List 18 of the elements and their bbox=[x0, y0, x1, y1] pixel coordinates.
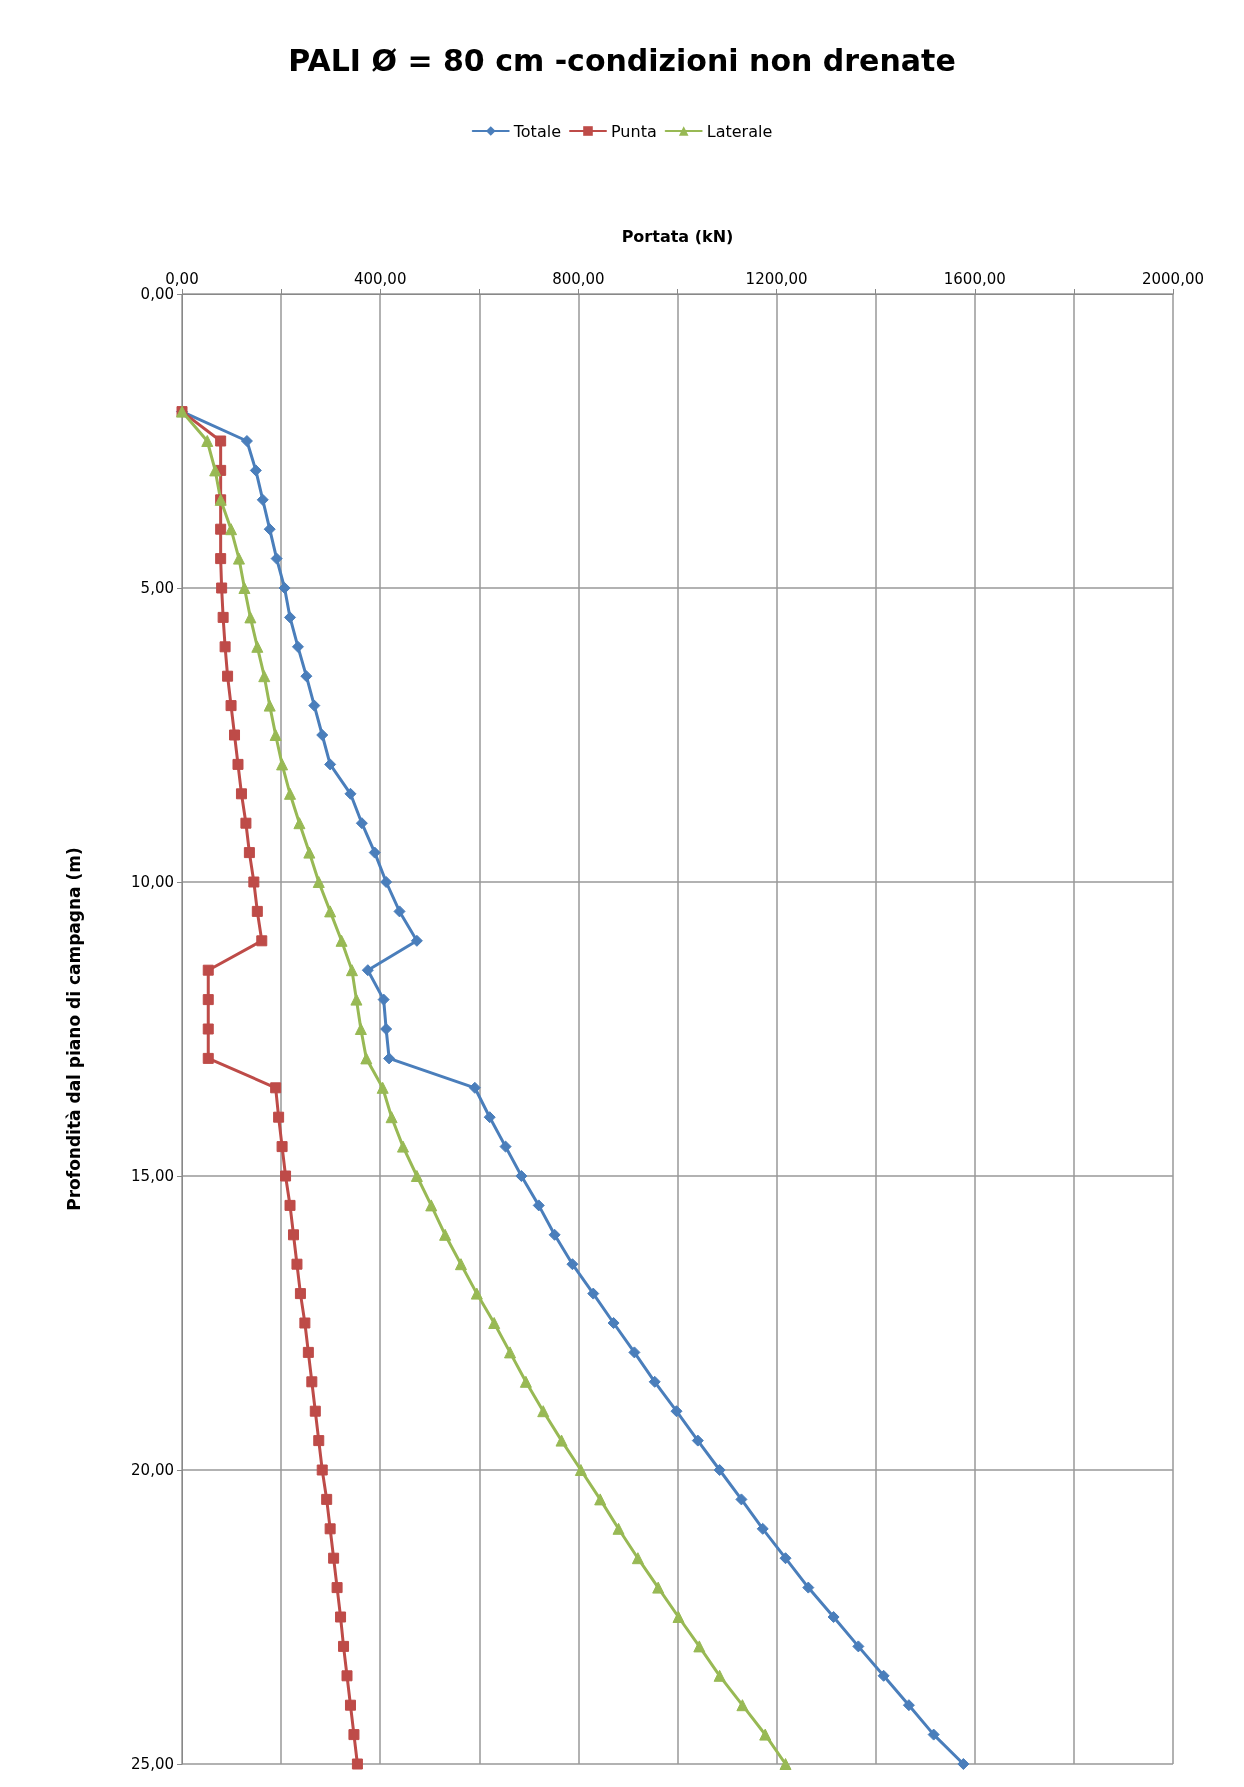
chart-title: PALI Ø = 80 cm -condizioni non drenate bbox=[288, 42, 956, 78]
x-axis-title: Portata (kN) bbox=[621, 226, 734, 246]
x-tick-label: 2000,00 bbox=[1141, 269, 1205, 288]
x-tick-label: 1600,00 bbox=[943, 269, 1006, 288]
x-tick-label: 800,00 bbox=[552, 269, 605, 288]
y-tick-label: 25,00 bbox=[131, 1755, 174, 1773]
legend-label: Totale bbox=[512, 121, 561, 141]
y-tick-label: 10,00 bbox=[131, 873, 174, 891]
x-tick-label: 400,00 bbox=[353, 269, 407, 288]
y-tick-label: 15,00 bbox=[131, 1167, 174, 1185]
legend-label: Laterale bbox=[706, 121, 773, 141]
y-tick-label: 5,00 bbox=[140, 579, 174, 597]
y-axis-title: Profondità dal piano di campagna (m) bbox=[63, 847, 84, 1211]
y-tick-label: 0,00 bbox=[140, 285, 174, 303]
legend-label: Punta bbox=[610, 121, 657, 141]
x-tick-label: 0,00 bbox=[165, 269, 199, 288]
x-tick-label: 1200,00 bbox=[745, 269, 808, 288]
y-tick-label: 20,00 bbox=[131, 1461, 174, 1479]
